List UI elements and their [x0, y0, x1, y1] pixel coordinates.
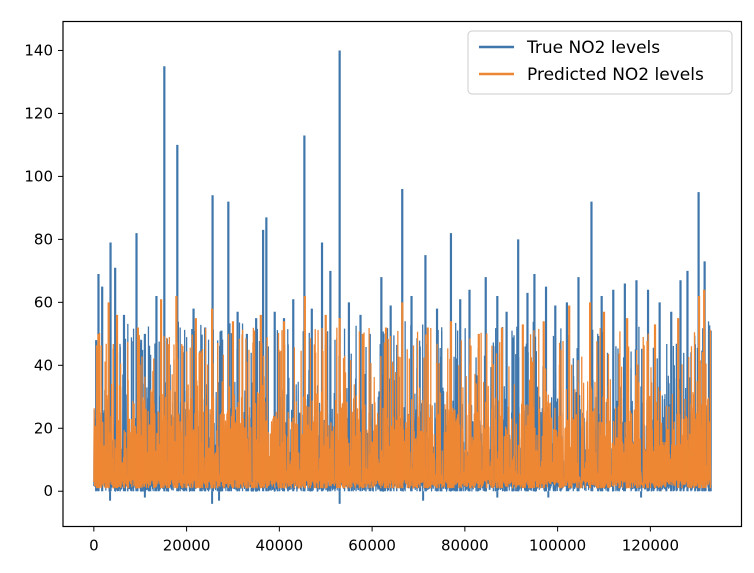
- y-tick-label: 80: [34, 230, 53, 248]
- x-tick-label: 20000: [163, 537, 211, 555]
- legend: True NO2 levels Predicted NO2 levels: [467, 30, 733, 95]
- axes: 0 20000 40000 60000 80000 100000 120000 0 20 40 60…: [24, 41, 679, 554]
- x-tick-label: 80000: [441, 537, 489, 555]
- legend-label-predicted: Predicted NO2 levels: [527, 65, 704, 85]
- legend-label-true: True NO2 levels: [526, 38, 660, 58]
- y-tick-label: 40: [34, 356, 53, 374]
- series-layer: [93, 50, 712, 504]
- plot-frame: [62, 20, 743, 528]
- y-tick-label: 100: [24, 167, 53, 185]
- x-tick-label: 100000: [529, 537, 586, 555]
- x-tick-label: 0: [89, 537, 99, 555]
- x-tick-label: 40000: [255, 537, 303, 555]
- y-tick-label: 20: [34, 419, 53, 437]
- legend-box: [467, 30, 733, 95]
- y-tick-label: 140: [24, 41, 53, 59]
- y-tick-label: 60: [34, 293, 53, 311]
- y-tick-label: 0: [43, 482, 53, 500]
- x-tick-label: 60000: [348, 537, 396, 555]
- series-predicted-no2: [93, 289, 712, 489]
- y-tick-label: 120: [24, 104, 53, 122]
- x-tick-label: 120000: [622, 537, 679, 555]
